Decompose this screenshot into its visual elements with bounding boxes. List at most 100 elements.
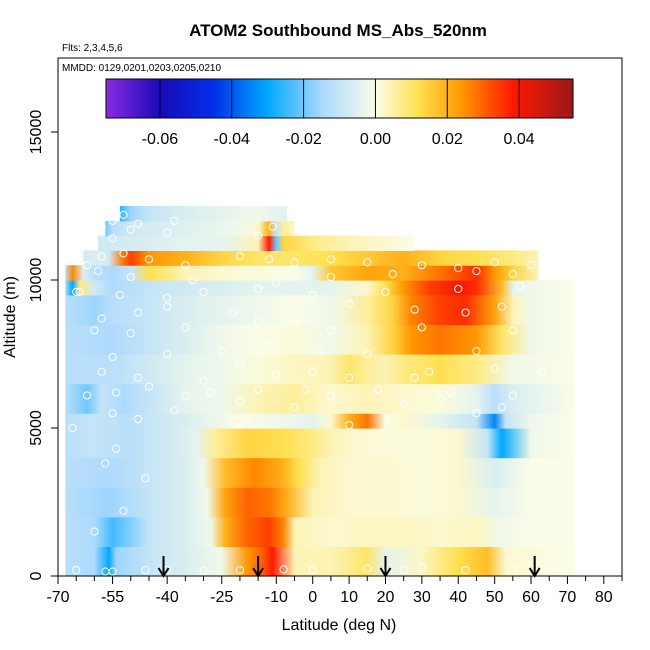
x-tick-label: 60 — [522, 589, 540, 606]
observation-point — [381, 287, 390, 296]
observation-point — [144, 382, 154, 391]
observation-point — [170, 216, 179, 225]
observation-point — [472, 346, 481, 356]
observation-point — [374, 385, 383, 394]
heatmap-band — [65, 354, 575, 385]
observation-point — [72, 565, 81, 575]
observation-point — [472, 409, 481, 418]
x-tick-label: 0 — [308, 589, 317, 606]
observation-point — [181, 391, 190, 400]
observation-point — [446, 388, 456, 397]
observation-point — [112, 388, 121, 397]
observation-point — [279, 565, 288, 574]
observation-point — [97, 252, 106, 261]
observation-point — [272, 370, 281, 379]
observation-point — [425, 367, 434, 376]
observation-point — [141, 565, 150, 575]
observation-point — [508, 565, 517, 575]
observation-point — [181, 261, 190, 270]
colorbar: -0.06 -0.04 -0.02 0.00 0.02 0.04 — [105, 78, 574, 148]
observation-point — [497, 403, 507, 412]
observation-point — [133, 308, 143, 317]
observation-point — [108, 567, 117, 576]
observation-point — [199, 566, 208, 575]
observation-point — [199, 376, 208, 385]
observation-point — [235, 358, 245, 367]
x-tick-label: 10 — [340, 589, 358, 606]
observation-point — [537, 367, 547, 376]
observation-point — [163, 302, 172, 311]
observation-point — [235, 252, 245, 261]
x-tick-label: 50 — [486, 589, 504, 606]
heatmap-band — [98, 235, 415, 251]
y-tick-label: 10000 — [28, 258, 45, 303]
chart-title: ATOM2 Southbound MS_Abs_520nm — [189, 21, 487, 40]
observation-point — [93, 267, 103, 276]
observation-point — [108, 216, 117, 225]
heatmap-band — [83, 250, 539, 266]
x-tick-label: -70 — [46, 589, 69, 606]
observation-point — [461, 565, 470, 575]
observation-point — [101, 459, 110, 468]
observation-point — [235, 565, 245, 575]
observation-point — [126, 225, 135, 234]
observation-point — [526, 261, 536, 270]
x-tick-label: 70 — [559, 589, 577, 606]
y-tick-label: 15000 — [28, 110, 45, 155]
observation-point — [472, 267, 481, 276]
observation-point — [181, 323, 190, 332]
observation-point — [133, 415, 143, 424]
observation-point — [326, 255, 336, 264]
observation-point — [119, 210, 128, 219]
observation-point — [268, 222, 277, 231]
observation-point — [326, 391, 336, 400]
observation-point — [144, 255, 154, 264]
observation-point — [508, 326, 517, 335]
y-axis-label: Altitude (m) — [2, 276, 19, 358]
observation-point — [119, 506, 128, 515]
x-tick-label: -25 — [210, 589, 233, 606]
dates-annotation: MMDD: 0129,0201,0203,0205,0210 — [62, 63, 221, 74]
observation-point — [217, 346, 226, 356]
heatmap-band — [65, 324, 575, 355]
heatmap-cells — [65, 206, 575, 577]
observation-point — [254, 385, 263, 394]
observation-point — [83, 391, 92, 400]
observation-point — [454, 264, 463, 273]
observation-point — [435, 394, 445, 403]
observation-point — [290, 403, 299, 412]
colorbar-tick-label: 0.04 — [504, 131, 535, 148]
observation-point — [326, 326, 336, 335]
observation-point — [108, 234, 117, 243]
observation-point — [133, 219, 143, 228]
observation-point — [206, 388, 215, 397]
heatmap-band — [65, 383, 575, 414]
observation-point — [141, 474, 150, 483]
observation-point — [399, 565, 408, 575]
observation-point — [490, 258, 499, 267]
observation-point — [97, 222, 106, 231]
y-axis: 0 5000 10000 15000 — [28, 110, 58, 580]
observation-point — [228, 308, 237, 317]
heatmap-band — [65, 516, 575, 547]
observation-point — [97, 314, 106, 323]
observation-point — [363, 349, 372, 359]
x-tick-label: 40 — [449, 589, 467, 606]
observation-point — [90, 326, 99, 335]
observation-point — [264, 255, 274, 264]
colorbar-ticks: -0.06 -0.04 -0.02 0.00 0.02 0.04 — [142, 79, 535, 148]
observation-point — [399, 400, 408, 409]
y-tick-label: 0 — [28, 571, 45, 580]
observation-point — [461, 308, 470, 317]
observation-point — [126, 329, 135, 338]
observation-point — [97, 367, 106, 376]
observation-point — [133, 373, 143, 382]
observation-point — [315, 346, 325, 356]
observation-point — [254, 317, 263, 326]
heatmap-band — [105, 220, 295, 237]
x-tick-label: 30 — [413, 589, 431, 606]
observation-point — [290, 317, 299, 326]
heatmap-band — [119, 206, 288, 222]
observation-points — [68, 210, 554, 576]
